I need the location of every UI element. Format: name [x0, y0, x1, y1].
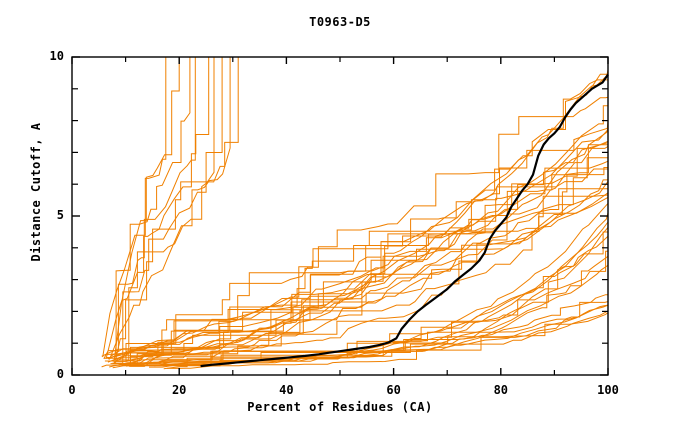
- model-curve: [113, 157, 608, 364]
- page-title: T0963-D5: [309, 15, 371, 29]
- model-curve: [132, 255, 609, 363]
- model-curve: [113, 96, 609, 364]
- model-curve: [113, 57, 180, 363]
- model-curve: [101, 120, 609, 357]
- highlight-curve-group: [200, 73, 609, 368]
- model-curves-group: [101, 57, 609, 370]
- x-axis-title: Percent of Residues (CA): [247, 400, 433, 414]
- model-curve: [104, 57, 191, 362]
- model-curve: [107, 192, 609, 363]
- y-tick-label: 10: [49, 49, 64, 63]
- model-curve: [104, 194, 609, 356]
- model-curve: [128, 167, 608, 364]
- model-curve: [112, 57, 223, 364]
- highlight-curve: [200, 73, 609, 368]
- x-tick-label: 60: [386, 383, 401, 397]
- model-curve: [124, 194, 609, 357]
- axis-frame: [71, 56, 609, 376]
- x-tick-label: 20: [171, 383, 187, 397]
- model-curve: [163, 235, 609, 370]
- model-curve: [105, 127, 609, 358]
- model-curve: [115, 57, 239, 361]
- model-curve: [114, 142, 609, 366]
- model-curve: [108, 57, 231, 360]
- model-curve: [107, 144, 608, 360]
- model-curve: [102, 57, 167, 358]
- x-tick-label: 40: [279, 383, 294, 397]
- model-curve: [122, 227, 609, 367]
- x-tick-label: 0: [68, 383, 76, 397]
- model-curve: [130, 179, 608, 358]
- model-curve: [105, 57, 210, 359]
- model-curve: [125, 212, 609, 367]
- model-curve: [116, 74, 609, 362]
- model-curve: [112, 304, 609, 369]
- model-curve: [149, 221, 609, 368]
- y-tick-label: 5: [56, 208, 64, 222]
- model-curve: [109, 158, 609, 368]
- model-curve: [123, 181, 609, 366]
- model-curve: [119, 105, 608, 365]
- model-curve: [116, 140, 609, 362]
- model-curve: [104, 57, 609, 359]
- model-curve: [118, 57, 215, 361]
- y-tick-label: 0: [56, 367, 64, 381]
- x-tick-label: 100: [597, 383, 619, 397]
- model-curve: [126, 129, 609, 362]
- x-tick-label: 80: [493, 383, 509, 397]
- y-axis-title: Distance Cutoff, A: [29, 122, 43, 262]
